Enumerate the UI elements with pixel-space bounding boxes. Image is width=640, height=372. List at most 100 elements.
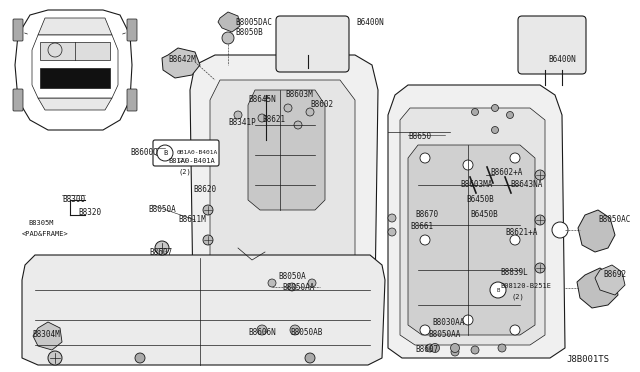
FancyBboxPatch shape bbox=[276, 16, 349, 72]
Text: B8050AB: B8050AB bbox=[290, 328, 323, 337]
Text: B6450B: B6450B bbox=[466, 195, 493, 204]
Text: B8621+A: B8621+A bbox=[505, 228, 538, 237]
Text: B8603M: B8603M bbox=[285, 90, 313, 99]
Text: 0B1A0-B401A: 0B1A0-B401A bbox=[177, 150, 218, 154]
Polygon shape bbox=[40, 68, 110, 88]
Polygon shape bbox=[32, 35, 118, 98]
Polygon shape bbox=[218, 12, 240, 32]
Polygon shape bbox=[578, 210, 615, 252]
Circle shape bbox=[463, 315, 473, 325]
Circle shape bbox=[203, 235, 213, 245]
Circle shape bbox=[451, 348, 459, 356]
Circle shape bbox=[157, 145, 173, 161]
Text: B8692: B8692 bbox=[603, 270, 626, 279]
Circle shape bbox=[420, 235, 430, 245]
FancyBboxPatch shape bbox=[127, 89, 137, 111]
Text: B8305M: B8305M bbox=[28, 220, 54, 226]
Text: B: B bbox=[497, 288, 500, 292]
Circle shape bbox=[308, 279, 316, 287]
Polygon shape bbox=[33, 322, 62, 350]
Circle shape bbox=[498, 344, 506, 352]
Text: (2): (2) bbox=[512, 294, 525, 301]
FancyBboxPatch shape bbox=[13, 89, 23, 111]
Circle shape bbox=[510, 235, 520, 245]
Polygon shape bbox=[400, 108, 545, 345]
Circle shape bbox=[268, 279, 276, 287]
Circle shape bbox=[306, 108, 314, 116]
FancyBboxPatch shape bbox=[153, 140, 219, 166]
Text: B8606N: B8606N bbox=[248, 328, 276, 337]
Circle shape bbox=[234, 111, 242, 119]
Polygon shape bbox=[408, 145, 535, 335]
Text: B6450B: B6450B bbox=[470, 210, 498, 219]
Circle shape bbox=[426, 344, 434, 352]
Polygon shape bbox=[15, 10, 132, 130]
Circle shape bbox=[222, 32, 234, 44]
Text: B8030AA: B8030AA bbox=[432, 318, 465, 327]
FancyBboxPatch shape bbox=[13, 19, 23, 41]
Text: B8050AC: B8050AC bbox=[598, 215, 630, 224]
Circle shape bbox=[50, 353, 60, 363]
Circle shape bbox=[463, 160, 473, 170]
Circle shape bbox=[155, 241, 169, 255]
Circle shape bbox=[535, 263, 545, 273]
Text: J8B001TS: J8B001TS bbox=[566, 355, 609, 364]
Text: B8320: B8320 bbox=[78, 208, 101, 217]
Text: B8050AA: B8050AA bbox=[428, 330, 460, 339]
Text: B8650: B8650 bbox=[408, 132, 431, 141]
Text: B8602+A: B8602+A bbox=[490, 168, 522, 177]
Polygon shape bbox=[388, 85, 565, 358]
Polygon shape bbox=[210, 80, 355, 275]
Text: B8620: B8620 bbox=[193, 185, 216, 194]
Circle shape bbox=[535, 215, 545, 225]
Circle shape bbox=[290, 325, 300, 335]
Text: B8621: B8621 bbox=[262, 115, 285, 124]
Text: B6400N: B6400N bbox=[356, 18, 384, 27]
Polygon shape bbox=[248, 90, 325, 210]
Circle shape bbox=[203, 205, 213, 215]
Circle shape bbox=[284, 284, 292, 292]
Circle shape bbox=[258, 114, 266, 122]
Text: B8603MA: B8603MA bbox=[460, 180, 492, 189]
Text: B8005DAC: B8005DAC bbox=[235, 18, 272, 27]
Text: <PAD&FRAME>: <PAD&FRAME> bbox=[22, 231, 68, 237]
Circle shape bbox=[506, 112, 513, 119]
Circle shape bbox=[304, 281, 312, 289]
Circle shape bbox=[48, 351, 62, 365]
Circle shape bbox=[451, 343, 460, 353]
Polygon shape bbox=[190, 55, 378, 308]
Circle shape bbox=[244, 281, 252, 289]
Text: B8670: B8670 bbox=[415, 210, 438, 219]
Text: B6400N: B6400N bbox=[548, 55, 576, 64]
Circle shape bbox=[294, 121, 302, 129]
Circle shape bbox=[264, 286, 272, 294]
Polygon shape bbox=[22, 255, 385, 365]
Circle shape bbox=[420, 325, 430, 335]
Circle shape bbox=[420, 153, 430, 163]
Text: B8600Q: B8600Q bbox=[130, 148, 157, 157]
Circle shape bbox=[471, 346, 479, 354]
Text: B8341P: B8341P bbox=[228, 118, 256, 127]
Circle shape bbox=[490, 282, 506, 298]
Text: B8642M: B8642M bbox=[168, 55, 196, 64]
Text: B8643NA: B8643NA bbox=[510, 180, 542, 189]
Text: B8661: B8661 bbox=[410, 222, 433, 231]
Text: B81A0-B401A: B81A0-B401A bbox=[168, 158, 215, 164]
Circle shape bbox=[472, 109, 479, 115]
Text: (2): (2) bbox=[177, 157, 188, 163]
Text: B8607: B8607 bbox=[149, 248, 172, 257]
Polygon shape bbox=[38, 18, 112, 35]
Circle shape bbox=[492, 126, 499, 134]
FancyArrowPatch shape bbox=[123, 33, 125, 34]
Text: B8050B: B8050B bbox=[235, 28, 263, 37]
Circle shape bbox=[535, 170, 545, 180]
Text: B8050AA: B8050AA bbox=[282, 283, 314, 292]
Circle shape bbox=[257, 325, 267, 335]
Circle shape bbox=[431, 343, 440, 353]
FancyArrowPatch shape bbox=[24, 33, 28, 34]
Text: (2): (2) bbox=[178, 168, 191, 174]
Text: B8304M: B8304M bbox=[32, 330, 60, 339]
Circle shape bbox=[288, 283, 296, 291]
Text: B: B bbox=[163, 150, 167, 156]
Polygon shape bbox=[577, 268, 618, 308]
